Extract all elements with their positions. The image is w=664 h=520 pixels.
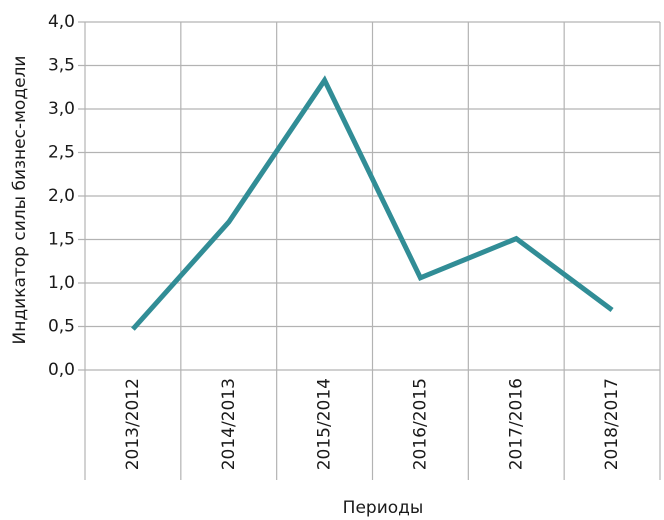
x-tick-label: 2013/2012 [123, 378, 143, 470]
y-tick-label: 2,0 [48, 186, 75, 206]
x-tick-label: 2017/2016 [506, 378, 526, 470]
x-tick-label: 2018/2017 [602, 378, 622, 470]
x-tick-label: 2014/2013 [219, 378, 239, 470]
y-tick-label: 1,0 [48, 273, 75, 293]
x-tick-label: 2016/2015 [410, 378, 430, 470]
y-tick-label: 3,5 [48, 56, 75, 76]
x-axis-label: Периоды [343, 498, 424, 518]
y-tick-label: 2,5 [48, 143, 75, 163]
y-tick-label: 4,0 [48, 12, 75, 32]
y-tick-label: 0,5 [48, 317, 75, 337]
y-tick-label: 0,0 [48, 360, 75, 380]
x-tick-label: 2015/2014 [315, 378, 335, 470]
y-tick-label: 1,5 [48, 230, 75, 250]
line [131, 75, 614, 331]
y-axis-label: Индикатор силы бизнес-модели [10, 56, 30, 345]
y-tick-label: 3,0 [48, 99, 75, 119]
